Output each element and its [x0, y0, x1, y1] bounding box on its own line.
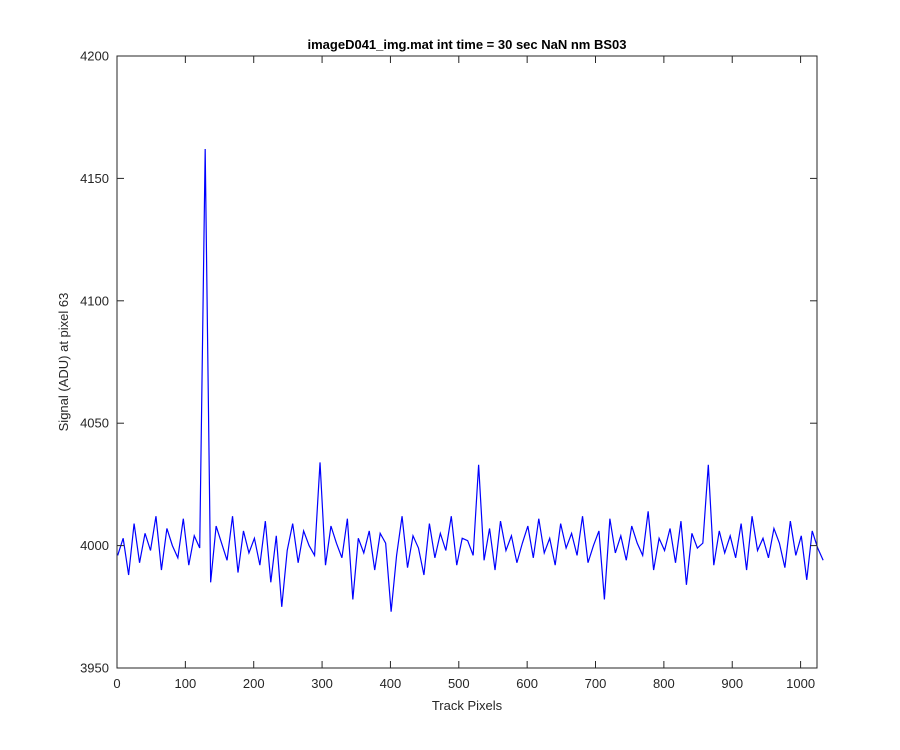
y-tick-label: 4000 [80, 538, 109, 553]
x-tick-label: 400 [380, 676, 402, 691]
y-tick-label: 4050 [80, 416, 109, 431]
plot-area [117, 56, 817, 668]
x-tick-label: 700 [585, 676, 607, 691]
x-tick-label: 900 [721, 676, 743, 691]
x-tick-label: 0 [113, 676, 120, 691]
series-layer [117, 149, 824, 612]
tick-layer: 0 100 200 300 400 500 600 700 800 900 1000 3950 4000… [80, 49, 817, 691]
y-tick-label: 4150 [80, 171, 109, 186]
x-tick-label: 200 [243, 676, 265, 691]
y-tick-label: 4100 [80, 293, 109, 308]
plot-frame [116, 55, 818, 669]
x-tick-label: 500 [448, 676, 470, 691]
y-tick-label: 4200 [80, 49, 109, 64]
x-tick-label: 300 [311, 676, 333, 691]
x-tick-label: 1000 [786, 676, 815, 691]
series-line [117, 149, 824, 612]
x-axis-label: Track Pixels [432, 698, 503, 713]
x-tick-label: 100 [175, 676, 197, 691]
chart-title: imageD041_img.mat int time = 30 sec NaN … [308, 37, 627, 52]
x-tick-label: 600 [516, 676, 538, 691]
y-tick-label: 3950 [80, 661, 109, 676]
x-tick-label: 800 [653, 676, 675, 691]
y-axis-label: Signal (ADU) at pixel 63 [56, 293, 71, 432]
